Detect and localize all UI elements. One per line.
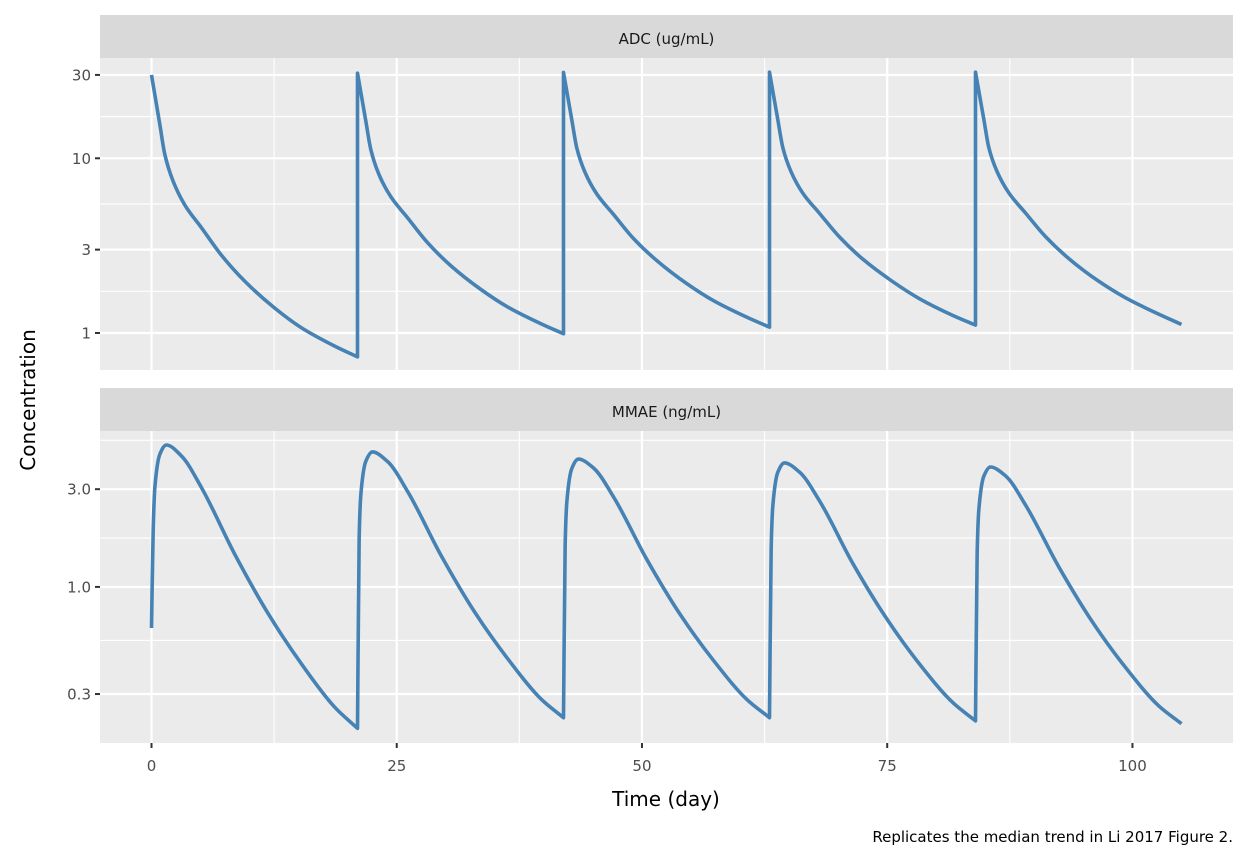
y-tick-label: 3 bbox=[81, 241, 91, 259]
y-tick-label: 0.3 bbox=[67, 686, 91, 704]
y-tick-label: 1 bbox=[81, 324, 91, 342]
concentration-line-1 bbox=[149, 443, 1183, 731]
x-axis-title: Time (day) bbox=[611, 787, 720, 811]
x-tick-label: 100 bbox=[1118, 757, 1147, 775]
caption: Replicates the median trend in Li 2017 F… bbox=[872, 828, 1233, 846]
y-tick-label: 3.0 bbox=[67, 481, 91, 499]
facet-panel-0: ADC (ug/mL) 1 3 10 30 bbox=[72, 15, 1233, 370]
facet-strip bbox=[100, 388, 1233, 431]
x-tick-label: 0 bbox=[147, 757, 157, 775]
facet-panel-1: MMAE (ng/mL) 0.3 1.0 3.0 bbox=[67, 388, 1233, 743]
facet-strip-label: MMAE (ng/mL) bbox=[612, 403, 721, 421]
concentration-line-0 bbox=[149, 70, 1183, 359]
y-axis-title: Concentration bbox=[16, 329, 40, 470]
x-tick-label: 50 bbox=[632, 757, 651, 775]
y-tick-label: 30 bbox=[72, 66, 91, 84]
x-tick-label: 25 bbox=[387, 757, 406, 775]
facet-strip-label: ADC (ug/mL) bbox=[619, 30, 715, 48]
facet-strip bbox=[100, 15, 1233, 58]
x-tick-label: 75 bbox=[878, 757, 897, 775]
y-tick-label: 1.0 bbox=[67, 578, 91, 596]
panel-background bbox=[100, 58, 1233, 370]
y-tick-label: 10 bbox=[72, 150, 91, 168]
